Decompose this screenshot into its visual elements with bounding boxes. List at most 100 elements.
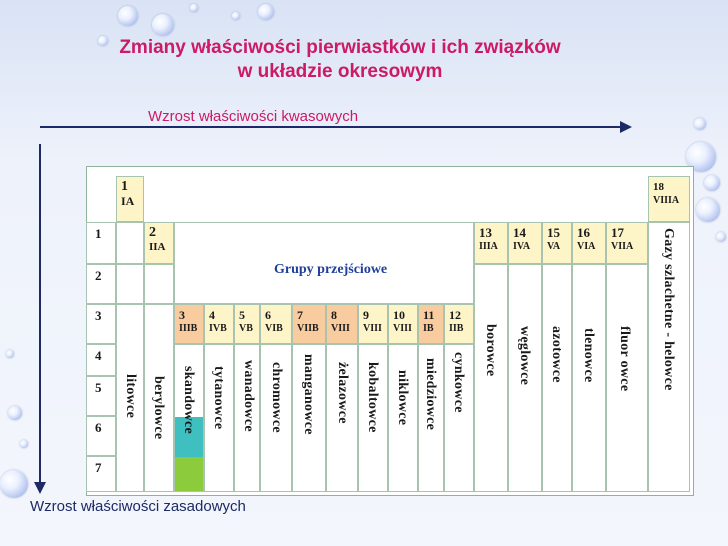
family-miedziowce: miedziowce [423, 358, 438, 431]
group-roman: VIB [265, 323, 283, 334]
period-1: 1 [86, 222, 116, 264]
grid-cell [474, 264, 508, 492]
bubble-decoration [716, 232, 726, 242]
group-number: 13 [479, 225, 492, 240]
grid-cell [144, 264, 174, 304]
group-roman: VIIA [611, 241, 634, 252]
group-number: 15 [547, 225, 560, 240]
group-roman: IIIA [479, 241, 498, 252]
skandowce-p7-cell [175, 457, 203, 491]
title-line-1: Zmiany właściwości pierwiastków i ich zw… [119, 37, 561, 58]
group-1-header: 1 IA [116, 176, 144, 222]
bubble-decoration [0, 470, 28, 498]
grid-cell [648, 222, 690, 492]
group-roman: IA [121, 194, 135, 208]
group-roman: VIII [363, 323, 382, 334]
group-roman: VIA [577, 241, 596, 252]
bubble-decoration [20, 440, 28, 448]
group-13-header: 13 IIIA [474, 222, 508, 264]
group-number: 18 [653, 181, 664, 193]
grid-cell [144, 304, 174, 492]
period-4: 4 [86, 344, 116, 376]
bubble-decoration [704, 175, 720, 191]
bubble-decoration [696, 198, 720, 222]
bubble-decoration [8, 406, 22, 420]
bubble-decoration [190, 4, 198, 12]
family-skandowce: skandowce [181, 366, 196, 435]
group-roman: VIIB [297, 323, 319, 334]
slide-title: Zmiany właściwości pierwiastków i ich zw… [40, 36, 640, 84]
group-number: 11 [423, 308, 435, 322]
group-number: 14 [513, 225, 526, 240]
group-roman: IIA [149, 241, 166, 253]
period-7: 7 [86, 456, 116, 492]
group-7-header: 7 VIIB [292, 304, 326, 344]
period-5: 5 [86, 376, 116, 416]
group-number: 17 [611, 225, 624, 240]
family-chromowce: chromowce [269, 362, 284, 433]
group-9-header: 9 VIII [358, 304, 388, 344]
family-tlenowce: tlenowce [581, 328, 596, 383]
grid-cell [116, 304, 144, 492]
family-litowce: litowce [123, 374, 138, 419]
family-fluorowce: fluor owce [617, 326, 632, 392]
skandowce-p6-cell [175, 417, 203, 457]
bubble-decoration [232, 12, 240, 20]
family-tytanowce: tytanowce [211, 366, 226, 430]
family-azotowce: azotowce [549, 326, 564, 383]
group-roman: IVA [513, 241, 531, 252]
group-5-header: 5 VB [234, 304, 260, 344]
grid-cell [358, 344, 388, 492]
period-3: 3 [86, 304, 116, 344]
group-2-header: 2 IIA [144, 222, 174, 264]
bubble-decoration [152, 14, 174, 36]
family-weglowce: węglowce [517, 326, 532, 386]
family-manganowce: manganowce [301, 354, 316, 435]
group-roman: VB [239, 323, 253, 334]
bubble-decoration [694, 118, 706, 130]
group-number: 3 [179, 308, 185, 322]
group-roman: VA [547, 241, 561, 252]
group-roman: VIIIA [653, 195, 680, 206]
title-line-2: w układzie okresowym [237, 61, 443, 82]
group-12-header: 12 IIB [444, 304, 474, 344]
grid-cell [260, 344, 292, 492]
skandowce-column [174, 344, 204, 492]
group-number: 2 [149, 225, 156, 240]
group-17-header: 17 VIIA [606, 222, 648, 264]
group-number: 1 [121, 179, 128, 194]
period-2: 2 [86, 264, 116, 304]
bubble-decoration [118, 6, 138, 26]
period-6: 6 [86, 416, 116, 456]
grid-cell [508, 264, 542, 492]
group-14-header: 14 IVA [508, 222, 542, 264]
group-8-header: 8 VIII [326, 304, 358, 344]
family-wanadowce: wanadowce [241, 360, 256, 432]
group-roman: IIIB [179, 323, 198, 334]
family-zelazowce: żelazowce [335, 362, 350, 424]
grid-cell [204, 344, 234, 492]
acid-trend-label: Wzrost właściwości kwasowych [148, 108, 359, 125]
grid-cell [572, 264, 606, 492]
base-trend-label: Wzrost właściwości zasadowych [30, 498, 246, 515]
group-4-header: 4 IVB [204, 304, 234, 344]
group-number: 10 [393, 308, 405, 322]
bubble-decoration [98, 36, 108, 46]
group-number: 5 [239, 308, 245, 322]
grid-cell [606, 264, 648, 492]
group-number: 7 [297, 308, 303, 322]
group-11-header: 11 IB [418, 304, 444, 344]
grid-cell [542, 264, 572, 492]
bubble-decoration [258, 4, 274, 20]
group-15-header: 15 VA [542, 222, 572, 264]
base-arrow [34, 144, 46, 494]
group-number: 9 [363, 308, 369, 322]
acid-arrow [40, 121, 632, 133]
group-3-header: 3 IIIB [174, 304, 204, 344]
bubble-decoration [6, 350, 14, 358]
group-number: 8 [331, 308, 337, 322]
transition-groups-label: Grupy przejściowe [274, 262, 388, 277]
grid-cell [444, 344, 474, 492]
grid-cell [292, 344, 326, 492]
